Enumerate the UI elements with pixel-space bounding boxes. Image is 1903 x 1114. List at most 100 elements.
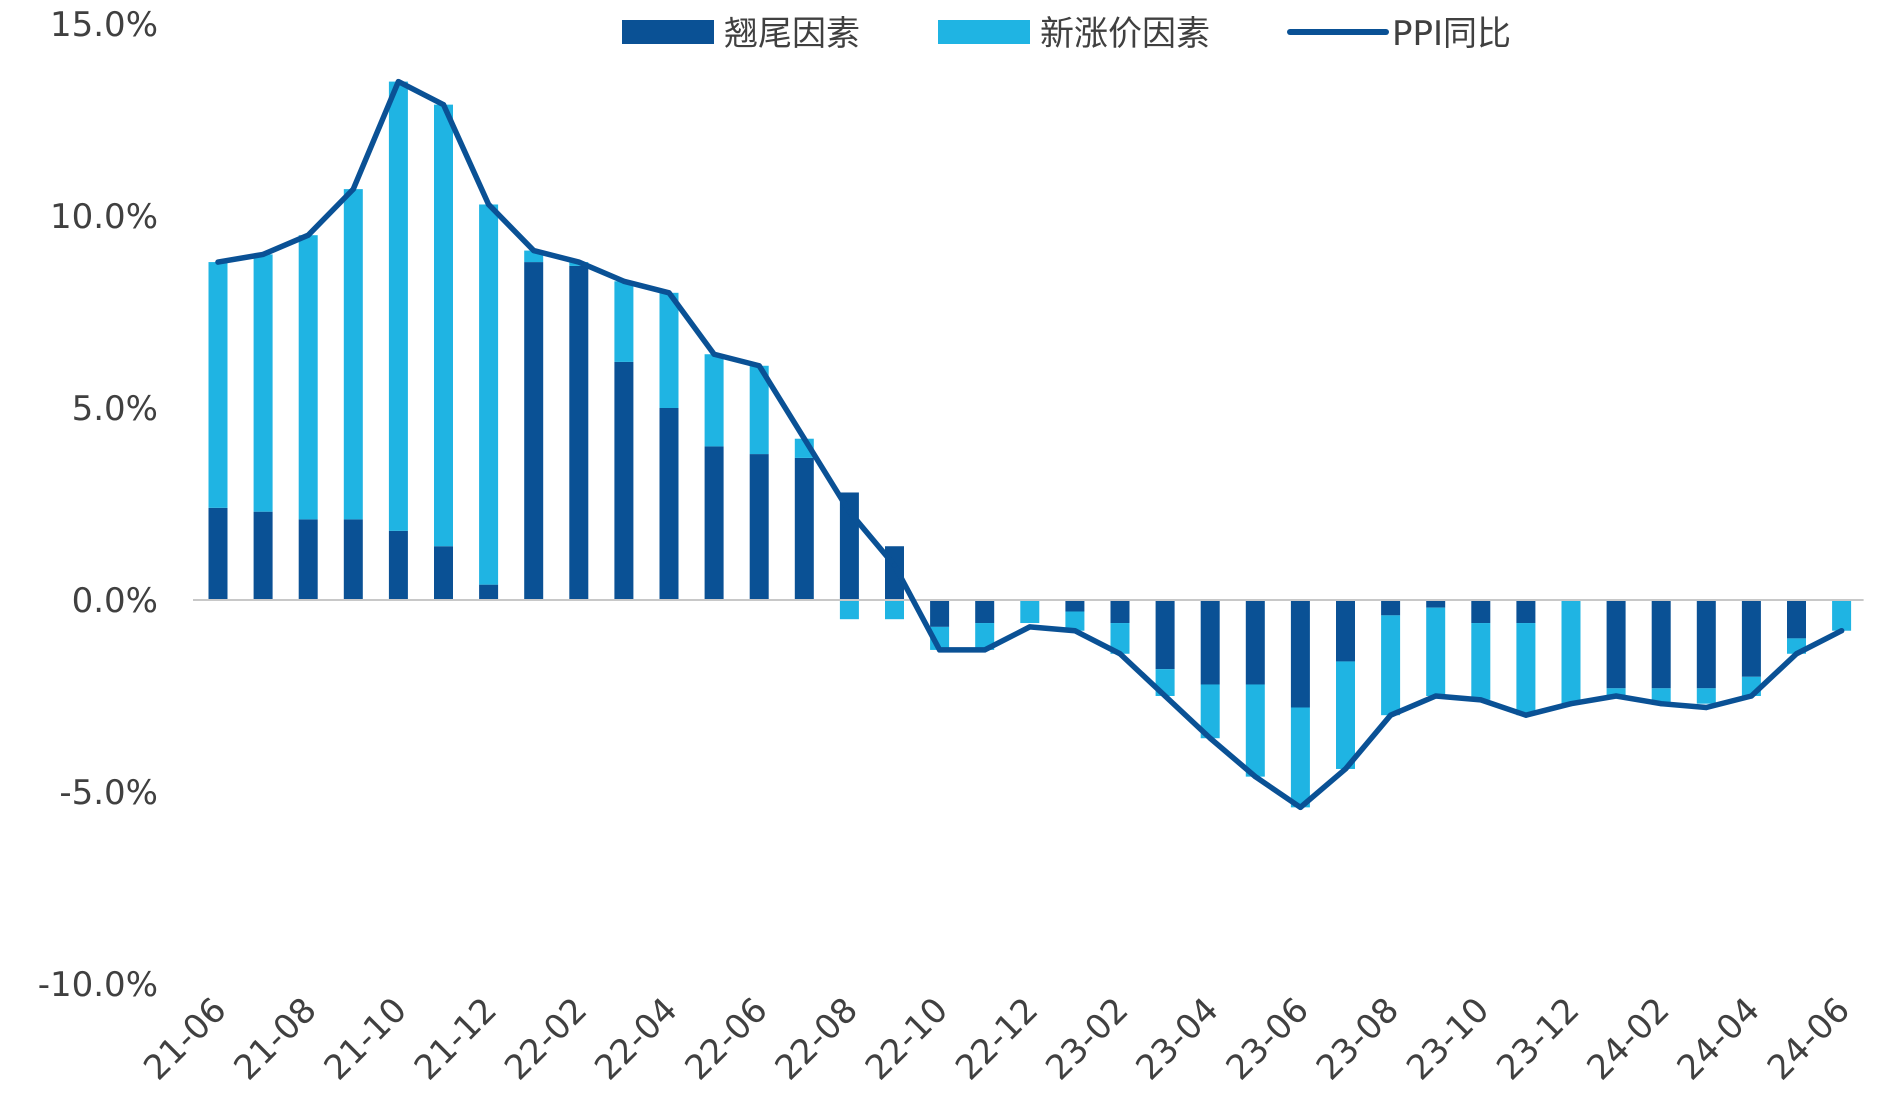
x-tick-label: 23-06 [1219,990,1317,1088]
ppi-point-23-04 [1207,735,1213,741]
bar-tail-factor-22-03 [614,361,634,600]
y-tick-label: -10.0% [38,965,158,1005]
ppi-point-22-06 [756,363,762,369]
bar-new-price-factor-23-04 [1200,684,1220,739]
bar-tail-factor-23-06 [1290,600,1310,708]
x-tick-label: 24-02 [1579,990,1677,1088]
ppi-point-24-06 [1839,628,1845,634]
bar-tail-factor-21-08 [298,519,318,600]
ppi-point-22-01 [531,247,537,254]
bar-new-price-factor-22-01 [524,250,544,263]
bar-new-price-factor-22-03 [614,281,634,362]
bar-new-price-factor-23-09 [1426,607,1446,696]
ppi-point-23-09 [1433,693,1439,699]
bar-new-price-factor-24-02 [1651,688,1671,704]
bar-new-price-factor-21-06 [208,262,228,508]
ppi-point-22-05 [711,351,717,357]
y-tick-label: 10.0% [50,197,158,237]
bar-tail-factor-22-02 [569,265,589,600]
x-tick-label: 22-06 [677,990,775,1088]
bar-tail-factor-22-07 [794,457,814,600]
legend-label-ppi-yoy: PPI同比 [1392,14,1511,54]
bar-new-price-factor-24-06 [1832,600,1852,631]
bar-tail-factor-23-07 [1336,600,1355,662]
bar-tail-factor-24-02 [1651,600,1671,689]
bar-new-price-factor-21-10 [388,81,408,531]
legend: 翘尾因素 新涨价因素 PPI同比 [622,14,1511,54]
legend-label-new-price-factor: 新涨价因素 [1040,14,1210,54]
bar-new-price-factor-22-12 [1020,600,1040,624]
ppi-point-24-05 [1793,651,1800,657]
bar-new-price-factor-21-11 [434,104,453,547]
ppi-point-23-11 [1523,712,1529,718]
bar-tail-factor-21-12 [479,584,499,600]
ppi-point-23-03 [1162,693,1168,699]
bar-tail-factor-24-03 [1696,600,1716,689]
bar-tail-factor-23-01 [1065,600,1085,612]
x-tick-label: 21-12 [407,990,505,1088]
ppi-line-layer [215,78,1845,811]
bar-tail-factor-21-07 [253,511,273,600]
x-tick-label: 23-10 [1399,990,1497,1088]
bar-new-price-factor-23-07 [1336,661,1355,769]
ppi-point-23-01 [1072,628,1078,634]
ppi-point-24-01 [1613,693,1619,699]
x-tick-label: 23-12 [1489,990,1587,1088]
bar-new-price-factor-23-06 [1290,707,1310,808]
x-tick-label: 22-08 [768,990,866,1088]
ppi-point-21-10 [395,79,401,85]
ppi-point-23-08 [1388,712,1394,718]
bar-new-price-factor-22-08 [839,600,859,620]
bar-tail-factor-23-09 [1426,600,1446,608]
bar-tail-factor-23-05 [1245,600,1265,685]
x-tick-label: 22-02 [497,990,595,1088]
x-tick-label: 23-02 [1038,990,1136,1088]
bar-new-price-factor-23-05 [1245,684,1265,777]
bar-new-price-factor-22-04 [659,292,679,408]
bar-tail-factor-24-01 [1606,600,1626,689]
ppi-point-21-07 [260,251,266,257]
bars-layer [208,81,1852,808]
ppi-point-23-07 [1342,766,1349,772]
x-tick-label: 22-12 [948,990,1046,1088]
bar-tail-factor-22-10 [930,600,950,627]
ppi-point-22-07 [801,436,807,442]
ppi-point-23-12 [1568,701,1574,707]
x-tick-label: 22-10 [858,990,956,1088]
bar-new-price-factor-21-12 [479,204,499,585]
ppi-point-22-09 [891,562,898,569]
x-tick-label: 24-06 [1760,990,1858,1088]
ppi-point-23-06 [1297,804,1303,810]
bar-new-price-factor-22-05 [704,354,724,447]
bar-new-price-factor-22-06 [749,365,769,455]
bar-tail-factor-21-06 [208,507,228,600]
bar-tail-factor-23-03 [1155,600,1175,670]
x-tick-label: 21-08 [226,990,324,1088]
x-tick-label: 23-04 [1128,990,1226,1088]
bar-new-price-factor-23-10 [1471,623,1491,700]
bar-new-price-factor-23-12 [1561,600,1581,704]
ppi-yoy-line [215,78,1845,811]
bar-new-price-factor-21-08 [298,235,318,520]
bar-tail-factor-23-08 [1381,600,1401,616]
bar-new-price-factor-22-11 [975,623,995,650]
bar-tail-factor-22-01 [524,262,544,600]
bar-tail-factor-24-04 [1741,600,1761,677]
bar-new-price-factor-23-01 [1065,611,1085,631]
ppi-point-22-08 [846,509,853,515]
bar-new-price-factor-22-09 [885,600,904,620]
ppi-point-21-12 [486,201,492,208]
ppi-point-24-03 [1703,704,1709,711]
ppi-point-21-08 [305,232,311,238]
ppi-point-22-02 [576,259,582,265]
y-tick-label: 15.0% [50,5,158,45]
bar-tail-factor-22-11 [975,600,995,624]
bar-new-price-factor-24-03 [1696,688,1716,704]
bar-new-price-factor-21-09 [343,189,363,520]
ppi-point-22-12 [1027,624,1033,630]
bar-tail-factor-22-06 [749,454,769,600]
bar-new-price-factor-24-01 [1606,688,1626,696]
x-axis-ticks: 21-0621-0821-1021-1222-0222-0422-0622-08… [136,990,1858,1088]
ppi-point-22-03 [621,278,627,284]
